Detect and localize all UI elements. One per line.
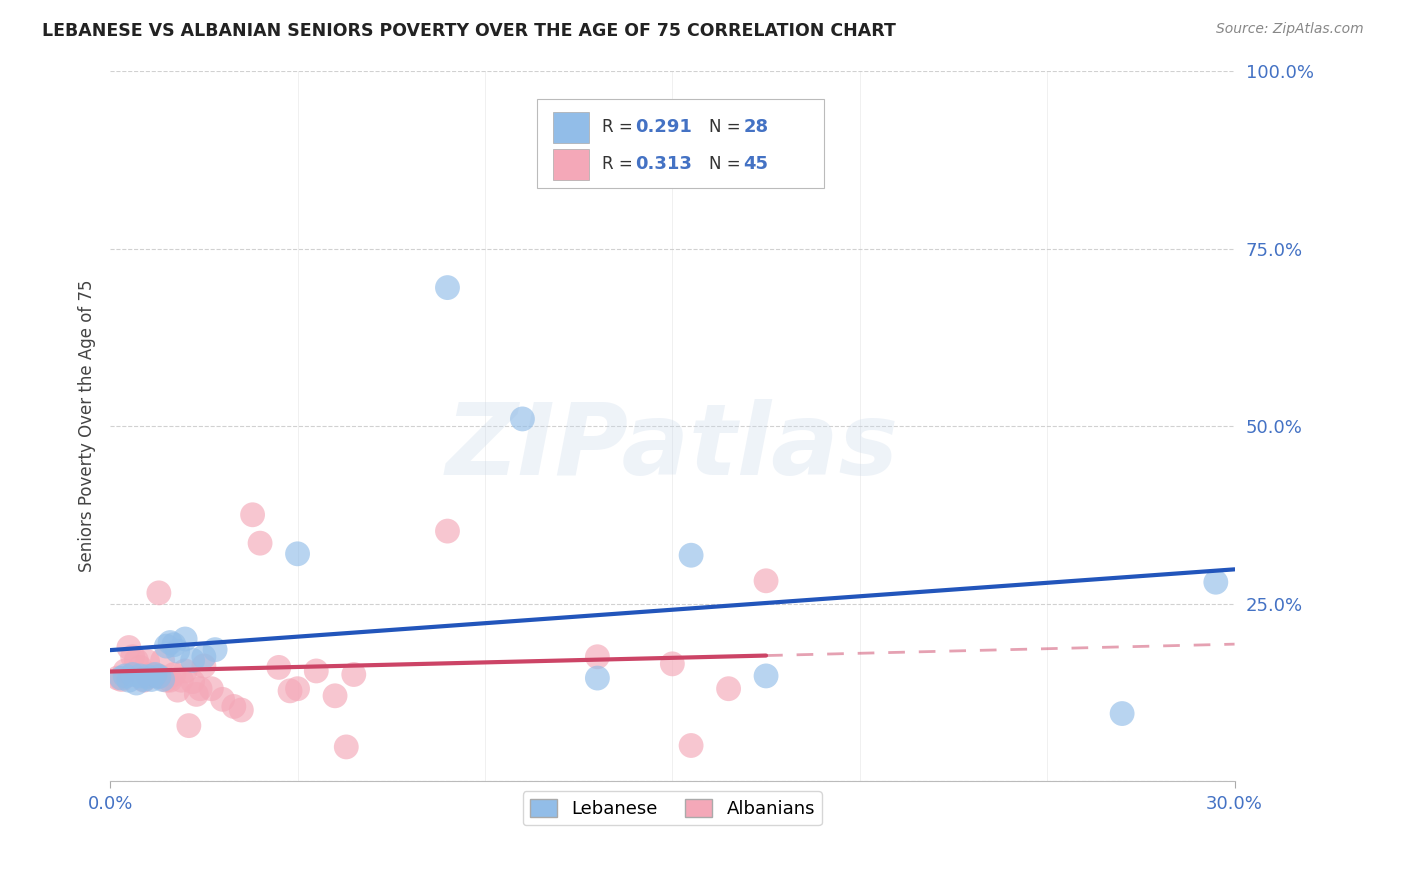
- Point: [148, 669, 170, 683]
- Point: [242, 508, 264, 522]
- Point: [121, 667, 143, 681]
- Point: [129, 669, 152, 683]
- Text: 45: 45: [744, 155, 768, 173]
- Point: [125, 676, 148, 690]
- FancyBboxPatch shape: [553, 112, 589, 143]
- Point: [200, 681, 222, 696]
- Point: [114, 664, 136, 678]
- Point: [155, 639, 177, 653]
- Point: [166, 644, 188, 658]
- Point: [193, 649, 215, 664]
- Point: [661, 657, 683, 671]
- Text: 0.291: 0.291: [636, 119, 692, 136]
- Point: [436, 524, 458, 538]
- Point: [152, 673, 174, 687]
- Point: [136, 669, 159, 683]
- Point: [1111, 706, 1133, 721]
- Point: [343, 667, 366, 681]
- Point: [163, 638, 186, 652]
- Point: [231, 703, 253, 717]
- Point: [211, 692, 233, 706]
- Point: [136, 670, 159, 684]
- Point: [181, 674, 204, 689]
- Point: [1205, 575, 1227, 590]
- Point: [125, 653, 148, 667]
- FancyBboxPatch shape: [537, 99, 824, 188]
- Point: [186, 687, 208, 701]
- Point: [152, 653, 174, 667]
- Point: [170, 673, 193, 688]
- Text: Source: ZipAtlas.com: Source: ZipAtlas.com: [1216, 22, 1364, 37]
- Point: [143, 669, 166, 683]
- Point: [114, 669, 136, 683]
- Point: [141, 667, 163, 681]
- Point: [586, 671, 609, 685]
- Point: [159, 635, 181, 649]
- Point: [755, 669, 778, 683]
- Y-axis label: Seniors Poverty Over the Age of 75: Seniors Poverty Over the Age of 75: [79, 280, 96, 573]
- Point: [681, 548, 703, 562]
- Point: [323, 689, 346, 703]
- Text: 0.313: 0.313: [636, 155, 692, 173]
- Point: [143, 667, 166, 681]
- Point: [512, 412, 534, 426]
- Point: [278, 683, 301, 698]
- Point: [681, 739, 703, 753]
- Point: [148, 670, 170, 684]
- Point: [335, 739, 357, 754]
- Point: [118, 673, 141, 688]
- Legend: Lebanese, Albanians: Lebanese, Albanians: [523, 791, 823, 825]
- Point: [132, 673, 155, 687]
- Point: [132, 673, 155, 688]
- Point: [136, 655, 159, 669]
- Point: [436, 280, 458, 294]
- Point: [155, 673, 177, 688]
- Point: [129, 660, 152, 674]
- Point: [717, 681, 740, 696]
- Point: [141, 673, 163, 687]
- Point: [166, 683, 188, 698]
- Point: [755, 574, 778, 588]
- Point: [222, 699, 245, 714]
- Point: [193, 659, 215, 673]
- Text: 28: 28: [744, 119, 768, 136]
- Point: [107, 671, 129, 685]
- Text: R =: R =: [602, 155, 637, 173]
- Point: [287, 547, 309, 561]
- Point: [305, 664, 328, 678]
- Point: [586, 649, 609, 664]
- Point: [174, 632, 197, 646]
- Text: LEBANESE VS ALBANIAN SENIORS POVERTY OVER THE AGE OF 75 CORRELATION CHART: LEBANESE VS ALBANIAN SENIORS POVERTY OVE…: [42, 22, 896, 40]
- Point: [181, 653, 204, 667]
- Point: [110, 673, 132, 687]
- Point: [110, 671, 132, 685]
- Text: ZIPatlas: ZIPatlas: [446, 399, 898, 496]
- Point: [174, 664, 197, 678]
- Point: [287, 681, 309, 696]
- Point: [121, 649, 143, 664]
- Text: N =: N =: [710, 155, 747, 173]
- Point: [188, 681, 211, 696]
- Point: [118, 640, 141, 655]
- Point: [148, 586, 170, 600]
- Point: [159, 673, 181, 688]
- Point: [267, 660, 290, 674]
- FancyBboxPatch shape: [553, 149, 589, 180]
- Text: N =: N =: [710, 119, 747, 136]
- Point: [163, 667, 186, 681]
- Point: [177, 718, 200, 732]
- Point: [249, 536, 271, 550]
- Text: R =: R =: [602, 119, 637, 136]
- Point: [204, 642, 226, 657]
